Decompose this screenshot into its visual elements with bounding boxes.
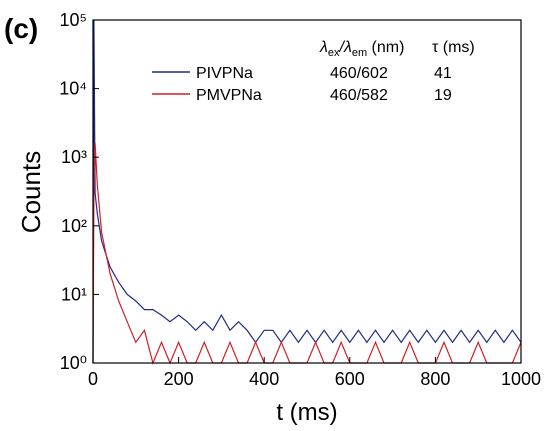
x-tick-label: 800 <box>420 369 450 389</box>
legend-header-lifetime: τ (ms) <box>432 39 475 56</box>
x-tick-label: 0 <box>88 369 98 389</box>
y-tick-label: 10¹ <box>61 284 87 304</box>
legend-label: PIVPNa <box>196 65 253 82</box>
legend-lifetime: 41 <box>434 65 452 82</box>
y-tick-label: 10⁴ <box>59 79 87 99</box>
y-tick-label: 10² <box>61 216 87 236</box>
series-line <box>92 19 522 364</box>
plot-frame <box>92 19 522 364</box>
x-tick-label: 1000 <box>501 369 541 389</box>
slash-lambda: /λ <box>339 39 352 56</box>
sub-em: em <box>352 47 367 59</box>
y-tick-label: 10³ <box>61 147 87 167</box>
legend-label: PMVPNa <box>196 87 262 104</box>
legend-header-wavelength: λex/λem (nm) <box>319 39 404 59</box>
legend-wavelengths: 460/582 <box>330 87 388 104</box>
x-tick-label: 400 <box>249 369 279 389</box>
x-tick-label: 200 <box>164 369 194 389</box>
sub-ex: ex <box>328 47 340 59</box>
lambda: λ <box>319 39 328 56</box>
legend-lifetime: 19 <box>434 87 452 104</box>
x-axis-label: t (ms) <box>276 399 337 426</box>
legend-wavelengths: 460/602 <box>330 65 388 82</box>
y-tick-label: 10⁵ <box>60 10 87 30</box>
y-axis-label: Counts <box>16 151 46 233</box>
x-tick-label: 600 <box>335 369 365 389</box>
y-tick-label: 10⁰ <box>60 353 87 373</box>
panel-label: (c) <box>4 13 38 44</box>
unit: (nm) <box>367 39 404 56</box>
